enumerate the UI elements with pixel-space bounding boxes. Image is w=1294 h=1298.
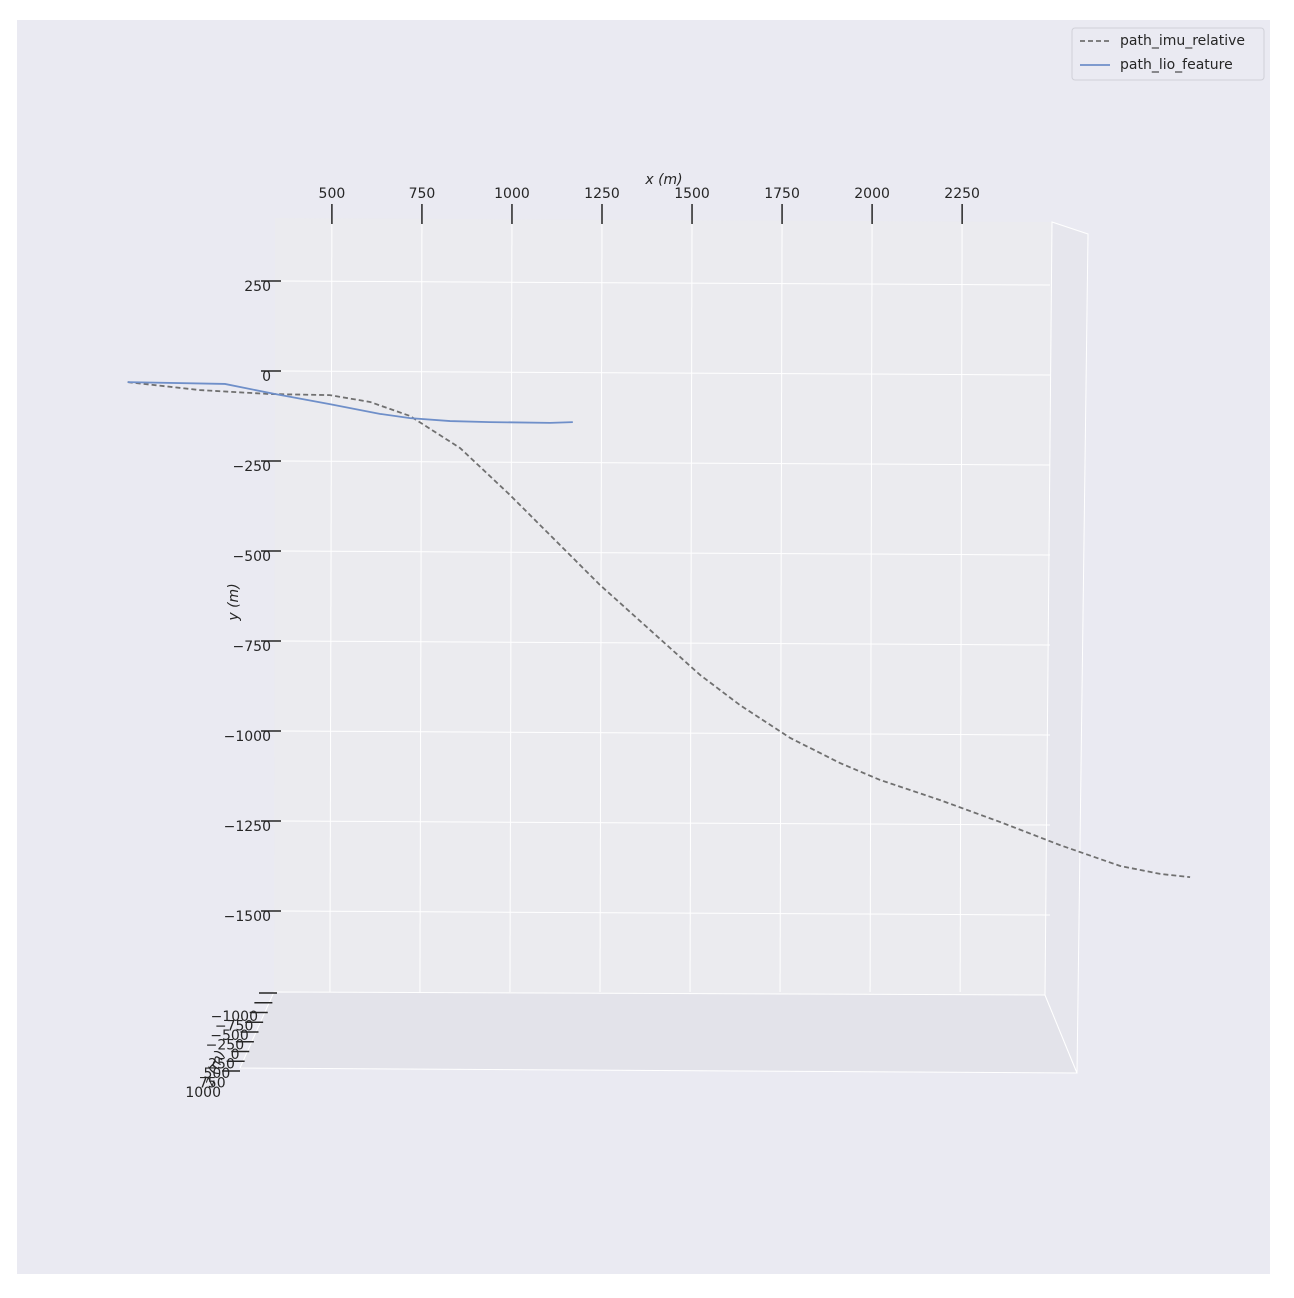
side-pane bbox=[1044, 221, 1089, 1074]
floor-pane bbox=[239, 991, 1078, 1074]
grid-line bbox=[509, 217, 513, 993]
x-tick-label: 1000 bbox=[494, 186, 530, 202]
legend: path_imu_relative path_lio_feature bbox=[1071, 27, 1265, 81]
z-tick-label: −1000 bbox=[211, 1009, 258, 1025]
z-tick-label: −750 bbox=[215, 1019, 253, 1035]
grid-line bbox=[274, 460, 1051, 466]
grid-line bbox=[869, 217, 873, 993]
y-tick-label: 250 bbox=[244, 279, 271, 295]
plot-pane bbox=[274, 218, 1052, 995]
grid-line bbox=[419, 217, 423, 993]
grid-line bbox=[274, 280, 1051, 286]
y-tick-label: −500 bbox=[233, 549, 271, 565]
grid-line bbox=[779, 217, 783, 993]
y-tick-label: −1500 bbox=[224, 909, 271, 925]
grid-line bbox=[689, 217, 693, 993]
x-tick-label: 500 bbox=[319, 186, 346, 202]
x-axis-label: x (m) bbox=[644, 172, 682, 188]
grid-line bbox=[599, 217, 603, 993]
x-tick-label: 1750 bbox=[764, 186, 800, 202]
y-tick-label: 0 bbox=[262, 369, 271, 385]
grid-line bbox=[274, 370, 1051, 376]
z-tick-label: −500 bbox=[210, 1028, 248, 1044]
x-tick-label: 2000 bbox=[854, 186, 890, 202]
grid-line bbox=[274, 820, 1051, 826]
x-tick-label: 2250 bbox=[944, 186, 980, 202]
grid-line bbox=[959, 217, 963, 993]
grid-line bbox=[329, 217, 333, 993]
legend-box bbox=[1071, 27, 1265, 81]
z-tick-label: −250 bbox=[206, 1038, 244, 1054]
y-axis-label: y (m) bbox=[226, 583, 242, 621]
y-tick-label: −250 bbox=[233, 459, 271, 475]
x-tick-label: 1500 bbox=[674, 186, 710, 202]
z-tick-label: 500 bbox=[204, 1066, 231, 1082]
z-tick-label: 1000 bbox=[185, 1085, 221, 1101]
grid-line bbox=[274, 730, 1051, 736]
legend-label: path_lio_feature bbox=[1120, 57, 1233, 73]
y-tick-label: −1250 bbox=[224, 819, 271, 835]
x-tick-label: 750 bbox=[409, 186, 436, 202]
z-tick-label: 750 bbox=[199, 1076, 226, 1092]
y-tick-label: −750 bbox=[233, 639, 271, 655]
y-tick-label: −1000 bbox=[224, 729, 271, 745]
legend-label: path_imu_relative bbox=[1120, 33, 1245, 49]
grid-line bbox=[274, 550, 1051, 556]
grid-line bbox=[274, 910, 1051, 916]
x-tick-label: 1250 bbox=[584, 186, 620, 202]
z-tick-label: 0 bbox=[231, 1047, 240, 1063]
grid-line bbox=[274, 640, 1051, 646]
line-series bbox=[127, 381, 573, 424]
line-series bbox=[127, 381, 1191, 879]
